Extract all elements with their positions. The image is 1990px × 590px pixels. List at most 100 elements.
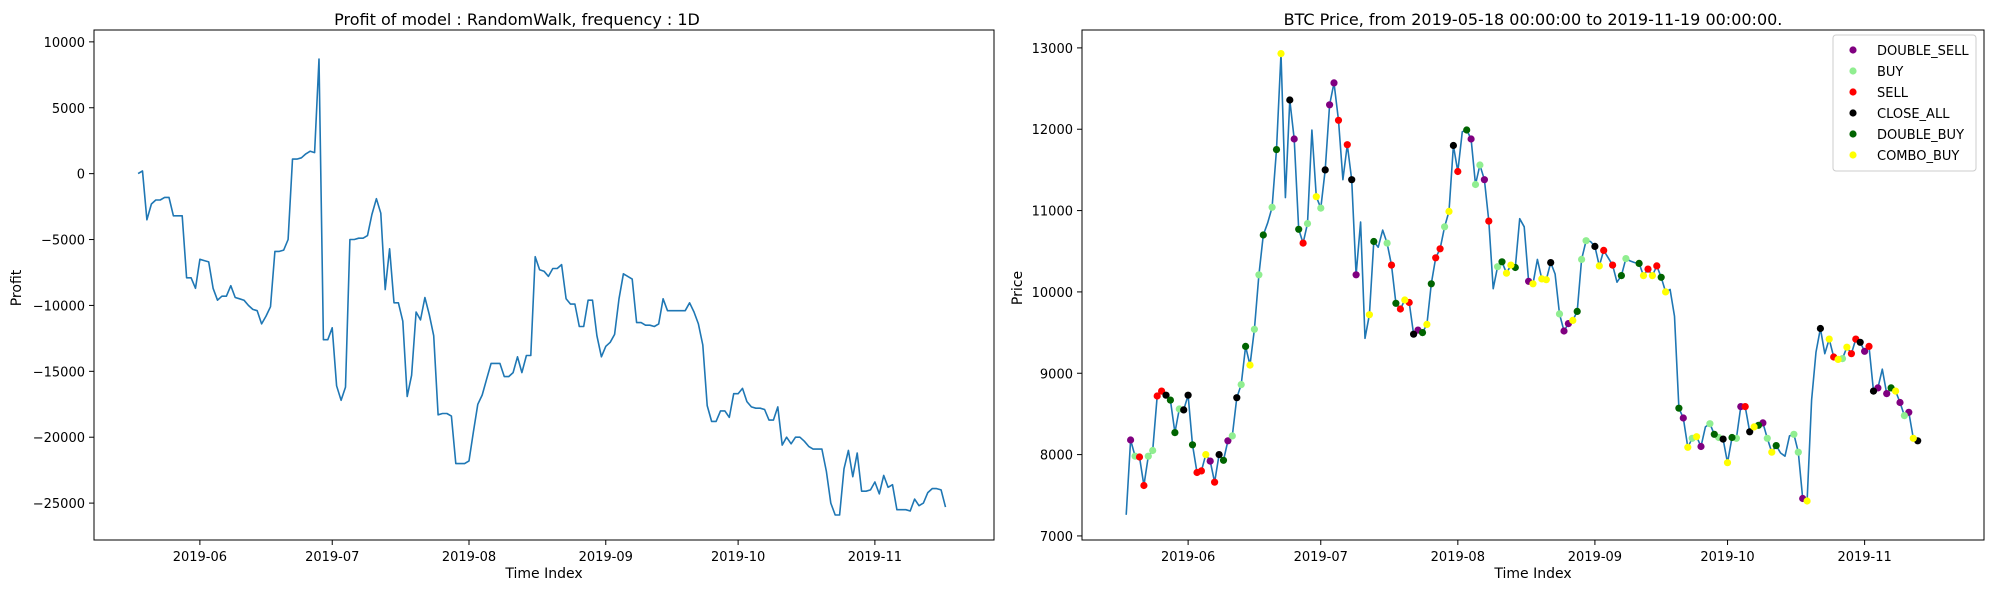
double-sell-marker [1697,442,1705,451]
sell-marker [1197,467,1205,475]
btc-price-chart-y-axis-label: Price [1010,271,1026,305]
profit-chart-x-tick-label: 2019-08 [442,550,496,565]
profit-chart-x-tick-label: 2019-07 [305,550,359,565]
btc-price-chart-x-tick-label: 2019-06 [1161,550,1215,565]
sell-marker [1432,254,1440,262]
btc-price-chart: BTC Price, from 2019-05-18 00:00:00 to 2… [1010,10,1985,582]
combo-buy-marker [1834,355,1842,363]
buy-marker [1794,448,1802,456]
profit-chart-y-tick-label: −10000 [33,299,85,314]
double-sell-marker [1679,414,1687,422]
legend-sell-label: SELL [1877,86,1909,101]
btc-price-chart-y-tick-label: 12000 [1032,123,1073,138]
btc-price-chart-y-tick-label: 11000 [1032,205,1073,220]
buy-marker [1578,255,1586,263]
profit-chart-series-line [137,58,947,516]
double-buy-marker [1188,441,1197,449]
close-all-marker [1233,394,1241,402]
sell-marker [1343,141,1351,149]
sell-marker [1135,453,1144,461]
buy-marker [1555,310,1564,318]
btc-price-chart-x-tick-label: 2019-11 [1837,550,1891,565]
sell-marker [1741,403,1749,411]
double-buy-marker [1657,273,1665,281]
profit-chart-ticks: 2019-06 2019-07 2019-08 2019-09 2019-10 2019-… [33,36,902,565]
profit-chart-y-tick-label: −5000 [41,234,85,249]
close-all-marker [1321,166,1329,174]
double-buy-marker [1427,280,1435,288]
combo-buy-marker [1502,269,1511,277]
combo-buy-marker [1401,296,1409,304]
profit-chart-y-tick-label: 5000 [52,102,85,117]
btc-price-chart-x-tick-label: 2019-07 [1294,550,1348,565]
btc-price-chart-y-tick-label: 8000 [1040,449,1073,464]
buy-marker [1228,432,1236,440]
sell-marker [1865,342,1873,350]
buy-marker [1494,263,1502,271]
combo-buy-marker [1246,361,1254,369]
btc-price-chart-frame [1081,29,1985,541]
double-buy-marker [1675,404,1683,412]
btc-price-chart-y-tick-label: 10000 [1032,286,1073,301]
buy-marker [1476,161,1484,169]
double-buy-marker [1498,258,1506,266]
combo-buy-marker [1803,497,1811,505]
double-sell-marker [1330,79,1338,87]
close-all-marker [1816,324,1824,333]
close-all-marker [1286,96,1294,104]
combo-buy-marker [1529,280,1537,288]
legend-box [1832,34,1977,172]
buy-marker [1237,381,1245,389]
legend-buy-label: BUY [1877,65,1903,80]
double-buy-marker [1418,329,1427,337]
double-buy-marker [1392,299,1400,307]
profit-chart-x-tick-label: 2019-11 [848,550,902,565]
btc-price-chart-plot-area [1125,50,1922,515]
sell-marker [1847,350,1855,358]
double-sell-marker [1480,176,1488,184]
combo-buy-marker [1909,434,1917,442]
sell-marker [1485,217,1493,225]
sell-marker [1211,478,1219,486]
buy-marker [1317,204,1325,212]
legend-combo-buy-swatch [1849,151,1857,159]
close-all-marker [1719,435,1727,443]
double-buy-marker [1617,272,1625,280]
combo-buy-marker [1507,261,1515,269]
close-all-marker [1746,428,1754,436]
sell-marker [1299,239,1307,247]
double-buy-marker [1463,126,1471,134]
double-sell-marker [1352,271,1360,279]
profit-chart-x-tick-label: 2019-10 [711,550,765,565]
close-all-marker [1180,406,1188,414]
close-all-marker [1410,330,1418,338]
close-all-marker [1348,176,1356,184]
double-buy-marker [1259,231,1267,239]
btc-price-chart-y-tick-label: 9000 [1040,367,1073,382]
profit-chart: Profit of model : RandomWalk, frequency … [9,10,995,582]
close-all-marker [1547,259,1555,267]
btc-price-chart-x-axis-label: Time Index [1493,566,1571,582]
legend-buy-swatch [1849,67,1857,75]
close-all-marker [1184,391,1192,399]
close-all-marker [1449,141,1457,150]
btc-price-chart-series-line [1125,52,1919,515]
close-all-marker [1162,391,1170,399]
btc-price-chart-x-tick-label: 2019-09 [1568,550,1622,565]
close-all-marker [1856,338,1864,346]
combo-buy-marker [1843,343,1851,351]
legend-close-all-label: CLOSE_ALL [1877,107,1950,122]
double-sell-marker [1861,347,1869,355]
btc-price-chart-legend: DOUBLE_SELL BUY SELL CLOSE_ALL DOUBLE_BUY COM… [1832,34,1977,172]
double-sell-marker [1560,327,1568,335]
double-sell-marker [1467,135,1475,143]
buy-marker [1790,430,1798,438]
sell-marker [1387,261,1396,269]
profit-chart-y-tick-label: 10000 [44,36,85,51]
btc-price-chart-y-tick-label: 13000 [1032,42,1073,57]
combo-buy-marker [1639,272,1648,280]
btc-price-chart-x-tick-label: 2019-10 [1700,550,1754,565]
combo-buy-marker [1723,459,1732,467]
sell-marker [1396,305,1404,313]
